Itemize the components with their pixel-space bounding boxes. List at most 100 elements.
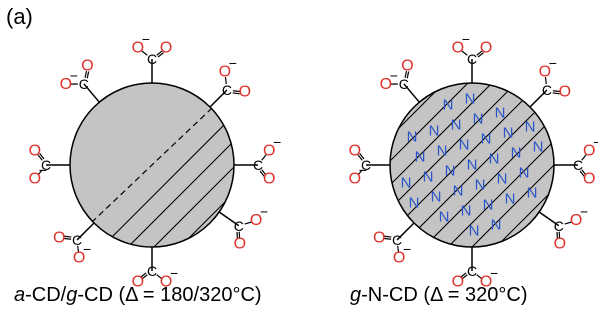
carbon-atom: C [467, 51, 477, 67]
nitrogen-atom: N [407, 129, 418, 146]
oxygen-atom: O [132, 39, 144, 56]
graphitic-domain-hatching [70, 83, 234, 247]
carbon-atom: C [79, 76, 89, 92]
oxygen-atom: O [160, 274, 172, 291]
oxygen-atom: O [349, 171, 361, 188]
carbon-atom: C [253, 157, 263, 173]
oxygen-atom: O [539, 64, 551, 81]
carbon-oxygen-bond [37, 154, 43, 161]
carbon-oxygen-bond [564, 221, 572, 225]
carbon-oxygen-double-bond [359, 153, 365, 160]
negative-charge: − [462, 31, 470, 47]
oxygen-atom: O [60, 76, 72, 93]
negative-charge: − [359, 162, 367, 178]
carbon-oxygen-double-bond [157, 52, 164, 58]
nitrogen-atom: N [451, 117, 462, 134]
carbon-oxygen-bond [476, 50, 483, 56]
carbon-atom: C [392, 232, 402, 248]
carbon-surface-bond [538, 211, 560, 227]
oxygen-atom: O [480, 274, 492, 291]
carbon-oxygen-bond [261, 154, 267, 161]
carboxylate-group: COO− [234, 134, 281, 188]
nitrogen-atom: N [401, 175, 412, 192]
carbon-atom: C [554, 218, 564, 234]
nitrogen-atom: N [505, 191, 516, 208]
nitrogen-atom: N [489, 151, 500, 168]
negative-charge: − [39, 162, 47, 178]
negative-charge: − [229, 55, 237, 71]
carboxylate-group: COO− [60, 58, 100, 103]
carbon-atom: C [147, 263, 157, 279]
nitrogen-atom: N [497, 171, 508, 188]
oxygen-atom: O [554, 235, 566, 252]
nitrogen-atom: N [481, 131, 492, 148]
graphitic-lattice-line [390, 83, 554, 247]
carbon-oxygen-double-bond [460, 272, 467, 278]
oxygen-atom: O [234, 235, 246, 252]
oxygen-atom: O [132, 274, 144, 291]
nitrogen-atom: N [511, 145, 522, 162]
graphitic-lattice-line [390, 83, 554, 247]
nitrogen-atom: N [409, 195, 420, 212]
carbon-surface-bond [218, 211, 240, 227]
carboxylate-group: COO− [349, 142, 390, 188]
carboxylate-group: COO− [538, 204, 588, 252]
carbon-oxygen-bond [232, 90, 240, 93]
negative-charge: − [83, 241, 91, 257]
carbon-oxygen-bond [156, 50, 163, 56]
nitrogen-atom: N [459, 137, 470, 154]
amorphous-graphitic-boundary [91, 107, 213, 223]
carbon-oxygen-double-bond [86, 71, 90, 79]
carbon-oxygen-double-bond [64, 235, 72, 238]
negative-charge: − [593, 134, 598, 150]
nitrogen-atom: N [431, 189, 442, 206]
nitrogen-atom: N [491, 217, 502, 234]
nitrogen-atom: N [519, 165, 530, 182]
oxygen-atom: O [73, 249, 85, 266]
oxygen-atom: O [349, 142, 361, 159]
carbon-atom: C [542, 82, 552, 98]
nitrogen-atom: N [495, 105, 506, 122]
negative-charge: − [390, 67, 398, 83]
nitrogen-atom: N [443, 97, 454, 114]
oxygen-atom: O [219, 64, 231, 81]
carbon-oxygen-bond [461, 274, 468, 280]
negative-charge: − [70, 67, 78, 83]
carbon-oxygen-bond [37, 169, 43, 176]
nitrogen-atom: N [461, 203, 472, 220]
negative-charge: − [142, 31, 150, 47]
carbon-surface-bond [529, 89, 548, 108]
caption-right: g-N-CD (Δ = 320°C) [350, 284, 528, 306]
carbon-oxygen-double-bond [406, 71, 410, 79]
carbon-oxygen-bond [581, 169, 587, 176]
carbon-oxygen-bond [141, 50, 148, 56]
nitrogen-atom: N [437, 143, 448, 160]
nitrogen-atom: N [469, 223, 480, 240]
carbon-oxygen-double-bond [39, 153, 45, 160]
carbon-oxygen-bond [261, 169, 267, 176]
carbon-oxygen-bond [581, 154, 587, 161]
carbon-oxygen-double-bond [232, 92, 240, 95]
carboxylate-group: COO− [132, 247, 178, 291]
negative-charge: − [490, 265, 498, 281]
carbon-oxygen-bond [404, 70, 408, 79]
oxygen-atom: O [53, 229, 65, 246]
carboxylate-group: COO− [132, 31, 172, 83]
carbon-oxygen-double-bond [552, 92, 560, 95]
carbon-surface-bond [396, 222, 415, 241]
carbon-surface-bond [83, 83, 100, 103]
carbon-oxygen-bond [357, 169, 363, 176]
oxygen-atom: O [570, 212, 582, 229]
carbon-oxygen-bond [224, 77, 227, 85]
carbon-atom: C [41, 157, 51, 173]
oxygen-atom: O [160, 39, 172, 56]
oxygen-atom: O [583, 142, 595, 159]
graphitic-lattice-line [70, 83, 234, 247]
graphitic-lattice-line [79, 83, 234, 247]
graphitic-lattice-line [390, 83, 541, 247]
carbon-oxygen-double-bond [140, 272, 147, 278]
carbon-atom: C [361, 157, 371, 173]
